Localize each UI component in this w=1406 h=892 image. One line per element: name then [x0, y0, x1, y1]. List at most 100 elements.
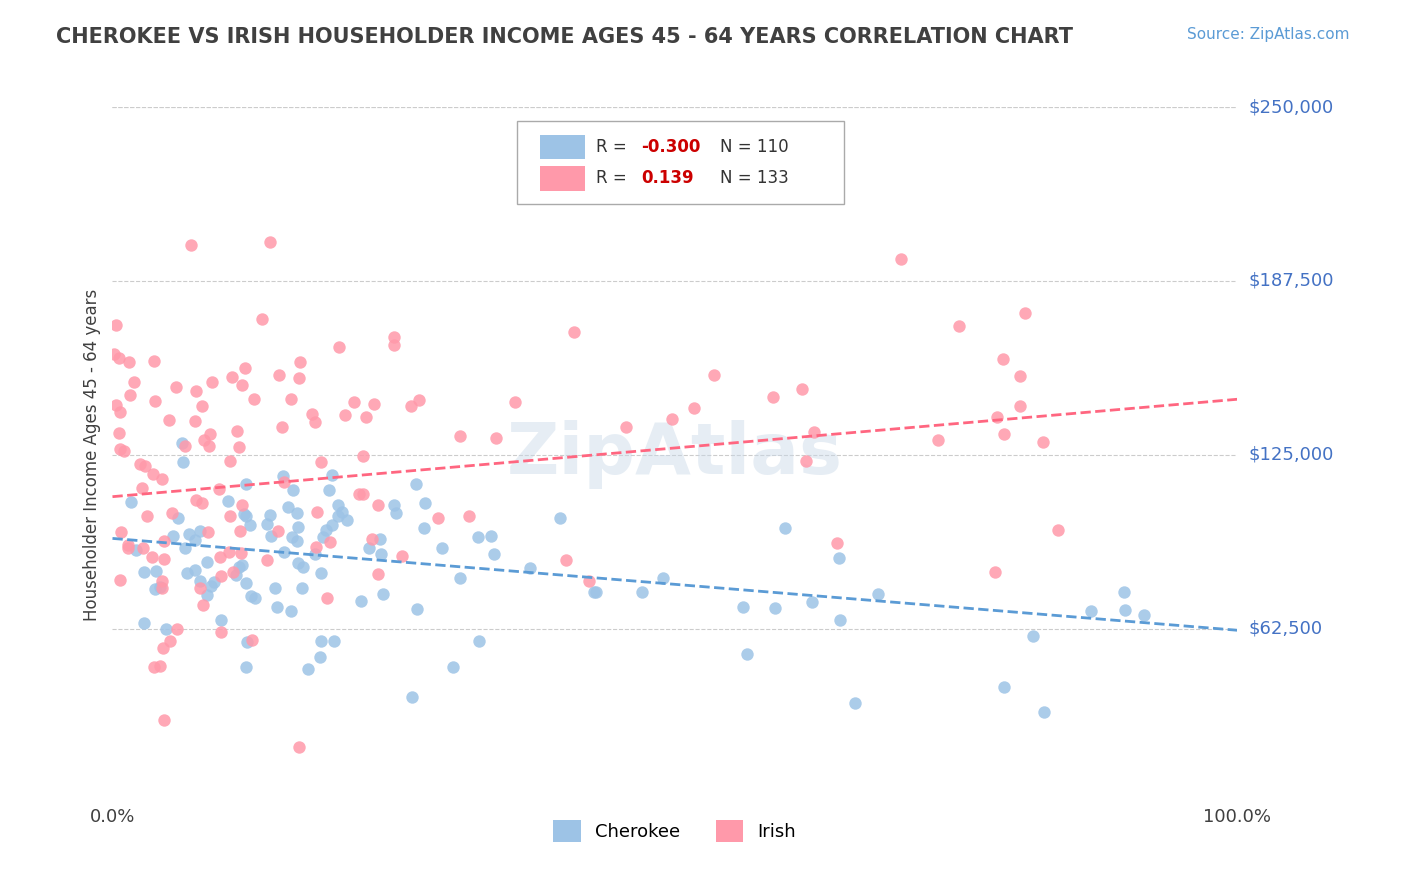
Point — [321, 517, 343, 532]
Point — [287, 371, 309, 385]
Point — [143, 582, 166, 596]
Point — [347, 486, 370, 500]
Point — [519, 560, 541, 574]
Point — [285, 506, 308, 520]
Point — [367, 498, 389, 512]
Point — [301, 407, 323, 421]
Point — [104, 398, 127, 412]
Point — [135, 509, 157, 524]
Text: $125,000: $125,000 — [1249, 446, 1334, 464]
Point — [427, 510, 450, 524]
FancyBboxPatch shape — [517, 121, 844, 204]
Point — [132, 565, 155, 579]
Point — [221, 566, 243, 580]
Point — [368, 532, 391, 546]
Text: CHEROKEE VS IRISH HOUSEHOLDER INCOME AGES 45 - 64 YEARS CORRELATION CHART: CHEROKEE VS IRISH HOUSEHOLDER INCOME AGE… — [56, 27, 1073, 46]
Point — [412, 521, 434, 535]
Point — [326, 508, 349, 523]
Point — [256, 516, 278, 531]
Point — [352, 487, 374, 501]
Point — [190, 582, 212, 596]
Point — [844, 696, 866, 710]
Point — [228, 560, 250, 574]
Point — [430, 541, 453, 555]
Point — [235, 508, 257, 523]
Point — [110, 442, 132, 456]
Point — [107, 426, 129, 441]
Point — [1080, 604, 1102, 618]
Point — [309, 633, 332, 648]
Point — [260, 529, 283, 543]
Point — [122, 376, 145, 390]
Point — [796, 454, 818, 468]
Point — [176, 566, 198, 580]
Text: $187,500: $187,500 — [1249, 272, 1334, 290]
Point — [449, 429, 471, 443]
Point — [149, 581, 172, 595]
Point — [304, 415, 326, 429]
Point — [297, 662, 319, 676]
Point — [108, 405, 131, 419]
Point — [382, 498, 405, 512]
Point — [803, 425, 825, 439]
Point — [179, 527, 201, 541]
Point — [198, 426, 221, 441]
Point — [363, 397, 385, 411]
Point — [266, 524, 288, 538]
Point — [104, 318, 127, 332]
Point — [585, 585, 607, 599]
Point — [217, 493, 239, 508]
Point — [221, 370, 243, 384]
Point — [110, 525, 132, 540]
Text: R =: R = — [596, 169, 633, 187]
Point — [118, 355, 141, 369]
Point — [152, 641, 174, 656]
Point — [311, 566, 333, 581]
Point — [401, 690, 423, 705]
Point — [554, 553, 576, 567]
Point — [250, 311, 273, 326]
Point — [218, 544, 240, 558]
Point — [200, 579, 222, 593]
Point — [479, 529, 502, 543]
Point — [256, 553, 278, 567]
Point — [280, 604, 302, 618]
Point — [201, 375, 224, 389]
Point — [271, 469, 294, 483]
Point — [141, 550, 163, 565]
Point — [359, 541, 381, 556]
Point — [184, 384, 207, 398]
Point — [209, 569, 232, 583]
Point — [384, 338, 406, 352]
Point — [150, 574, 173, 589]
Point — [155, 622, 177, 636]
Point — [129, 457, 152, 471]
Point — [184, 413, 207, 427]
Point — [1114, 603, 1136, 617]
Point — [117, 538, 139, 552]
Point — [762, 390, 785, 404]
Point — [145, 564, 167, 578]
Point — [652, 571, 675, 585]
Point — [142, 659, 165, 673]
Text: $250,000: $250,000 — [1249, 98, 1334, 116]
Point — [117, 541, 139, 555]
Text: -0.300: -0.300 — [641, 137, 700, 156]
Point — [319, 535, 342, 549]
Point — [1032, 705, 1054, 719]
Point — [277, 500, 299, 515]
Point — [457, 509, 479, 524]
Point — [193, 598, 215, 612]
Point — [159, 634, 181, 648]
Point — [170, 436, 193, 450]
Point — [142, 467, 165, 482]
Point — [150, 581, 173, 595]
Point — [208, 482, 231, 496]
Point — [292, 559, 315, 574]
Point — [866, 587, 889, 601]
Point — [209, 624, 232, 639]
Point — [801, 594, 824, 608]
Point — [449, 570, 471, 584]
Point — [828, 614, 851, 628]
Point — [209, 550, 232, 565]
